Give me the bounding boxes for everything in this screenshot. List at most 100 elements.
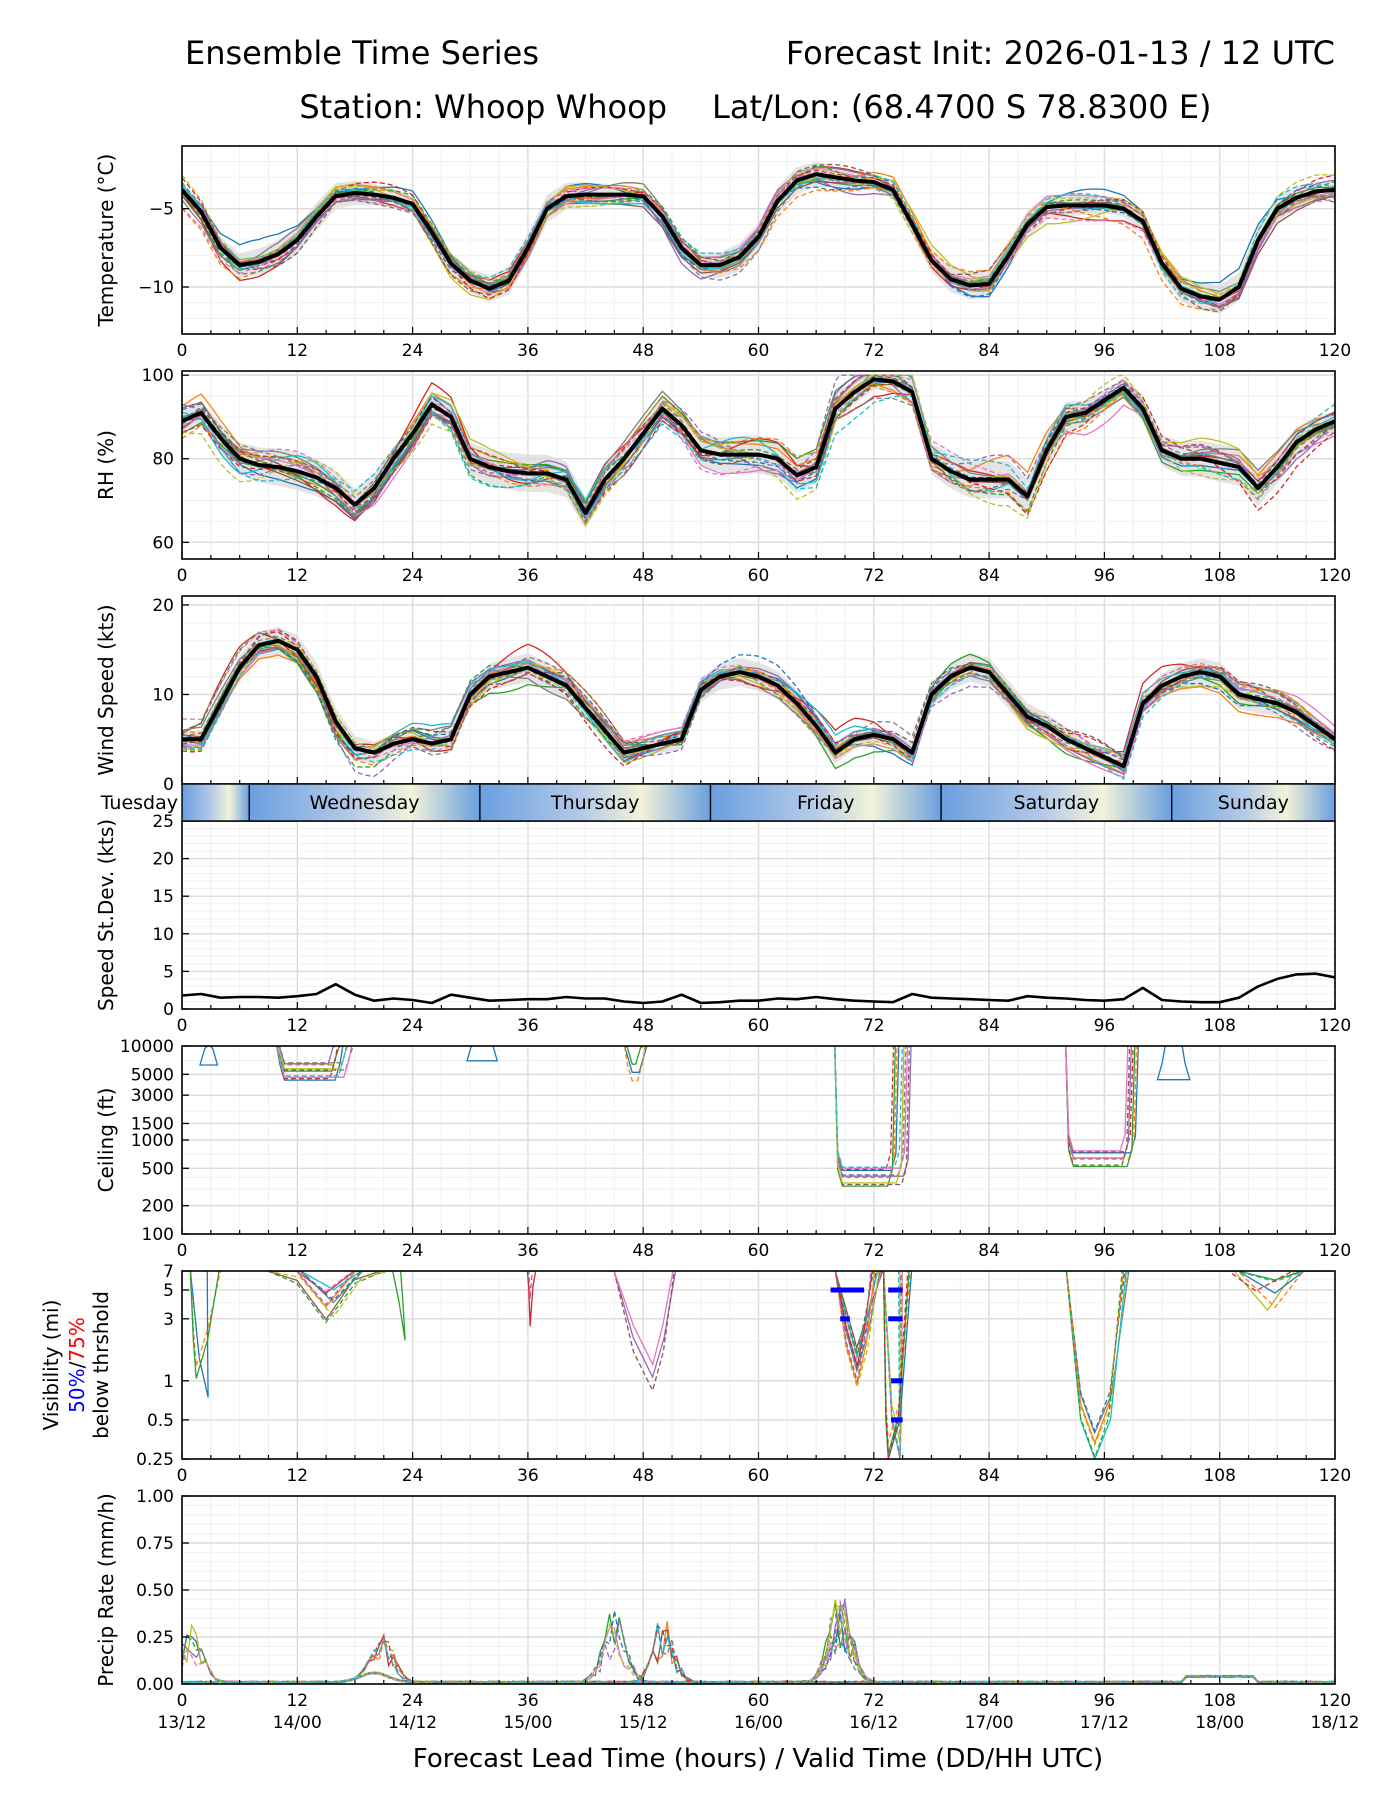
x-tick-label: 36 — [517, 1466, 539, 1486]
x-tick-label: 0 — [177, 1241, 188, 1261]
valid-time-label: 17/12 — [1080, 1713, 1129, 1733]
visibility-member-line — [189, 1271, 209, 1398]
x-tick-label: 96 — [1094, 1691, 1116, 1711]
x-tick-label: 48 — [632, 566, 654, 586]
ensemble-members — [189, 1271, 1335, 1459]
speed-stdev-ylabel: Speed St.Dev. (kts) — [94, 819, 118, 1011]
x-tick-label: 72 — [863, 1466, 885, 1486]
ensemble-mean-line — [182, 172, 1335, 302]
temperature-panel: −10 −5 0 12 24 36 48 60 72 84 96 108 120 Temperature … — [94, 145, 1351, 361]
chart-title: Ensemble Time Series — [185, 34, 539, 72]
x-tick-label: 60 — [748, 341, 770, 361]
x-tick-label: 12 — [286, 1466, 308, 1486]
y-tick-label: 0.50 — [136, 1581, 174, 1601]
day-label: Thursday — [550, 792, 639, 814]
pct-sep: / — [65, 1361, 89, 1368]
x-tick-label: 84 — [978, 1691, 1000, 1711]
x-tick-label: 96 — [1094, 566, 1116, 586]
visibility-member-line — [1201, 1271, 1335, 1283]
day-segment — [710, 784, 942, 821]
ceiling-member-line — [276, 1046, 348, 1077]
y-tick-label: 80 — [152, 450, 174, 470]
ensemble-member-line — [182, 647, 1335, 761]
valid-time-label: 15/00 — [503, 1713, 552, 1733]
visibility-member-line — [1065, 1271, 1125, 1445]
x-tick-label: 48 — [632, 1241, 654, 1261]
x-tick-label: 48 — [632, 1016, 654, 1036]
visibility-member-line — [882, 1271, 909, 1459]
x-tick-label: 84 — [978, 1241, 1000, 1261]
visibility-member-line — [189, 1271, 220, 1379]
x-tick-label: 120 — [1319, 341, 1351, 361]
x-tick-label: 120 — [1319, 1691, 1351, 1711]
ensemble-member-line — [182, 629, 1335, 764]
visibility-member-line — [613, 1271, 675, 1393]
x-tick-label: 108 — [1203, 1016, 1235, 1036]
y-tick-label: 0 — [163, 775, 174, 795]
ceiling-member-line — [834, 1046, 898, 1179]
visibility-member-line — [1065, 1271, 1126, 1434]
ceiling-member-line — [1065, 1046, 1136, 1168]
x-tick-label: 24 — [402, 1691, 424, 1711]
x-tick-label: 36 — [517, 566, 539, 586]
x-tick-label: 108 — [1203, 566, 1235, 586]
x-tick-label: 36 — [517, 341, 539, 361]
valid-time-label: 18/12 — [1311, 1713, 1360, 1733]
y-tick-label: 20 — [152, 850, 174, 870]
ceiling-member-line — [834, 1046, 896, 1187]
wind-speed-panel: 0 10 20 Wind Speed (kts) — [94, 595, 1336, 795]
x-tick-label: 108 — [1203, 1691, 1235, 1711]
y-tick-label: 1.00 — [136, 1487, 174, 1507]
ensemble-member-line — [182, 381, 1335, 523]
day-segment — [941, 784, 1172, 821]
visibility-member-line — [834, 1271, 877, 1371]
precip-panel: 0.00 0.25 0.50 0.75 1.00 0 12 24 36 48 60 72 84 96 108… — [94, 1487, 1360, 1733]
y-tick-label: 1000 — [131, 1131, 174, 1151]
y-tick-label: 5 — [163, 1281, 174, 1301]
y-tick-label: 10 — [152, 925, 174, 945]
x-tick-label: 72 — [863, 1016, 885, 1036]
ensemble-members — [182, 626, 1335, 780]
y-tick-label: 0.00 — [136, 1675, 174, 1695]
ensemble-members — [199, 1046, 1191, 1187]
visibility-member-line — [267, 1271, 385, 1324]
x-tick-label: 60 — [748, 566, 770, 586]
ceiling-member-line — [834, 1046, 895, 1170]
x-tick-label: 60 — [748, 1691, 770, 1711]
ceiling-member-line — [1156, 1046, 1191, 1081]
ceiling-member-line — [276, 1046, 342, 1066]
ceiling-member-line — [624, 1046, 644, 1065]
day-segment — [479, 784, 711, 821]
ensemble-members — [182, 161, 1335, 314]
x-tick-label: 96 — [1094, 1016, 1116, 1036]
x-tick-label: 96 — [1094, 1466, 1116, 1486]
ensemble-mean-line — [182, 377, 1335, 515]
x-tick-label: 0 — [177, 1466, 188, 1486]
y-tick-label: −5 — [149, 200, 174, 220]
ceiling-member-line — [834, 1046, 910, 1186]
visibility-member-line — [882, 1271, 901, 1457]
ceiling-member-line — [1065, 1046, 1131, 1166]
y-tick-label: 5000 — [131, 1065, 174, 1085]
station-name: Station: Whoop Whoop — [299, 88, 667, 126]
x-tick-label: 24 — [402, 341, 424, 361]
visibility-pct-label: 50%/75% — [65, 1317, 89, 1413]
day-label: Sunday — [1218, 792, 1289, 814]
day-label: Saturday — [1014, 792, 1100, 814]
ceiling-member-line — [276, 1046, 339, 1080]
x-tick-label: 60 — [748, 1466, 770, 1486]
y-tick-label: 5 — [163, 962, 174, 982]
ceiling-member-line — [199, 1046, 219, 1066]
x-tick-label: 120 — [1319, 566, 1351, 586]
x-tick-label: 96 — [1094, 341, 1116, 361]
x-tick-label: 12 — [286, 566, 308, 586]
day-segment — [249, 784, 480, 821]
ensemble-mean-line — [182, 638, 1335, 769]
y-tick-label: 10000 — [120, 1037, 174, 1057]
spread-band — [182, 375, 1335, 530]
visibility-member-line — [882, 1271, 911, 1443]
x-tick-label: 120 — [1319, 1466, 1351, 1486]
x-tick-label: 12 — [286, 341, 308, 361]
visibility-member-line — [267, 1271, 380, 1293]
station-latlon: Lat/Lon: (68.4700 S 78.8300 E) — [712, 88, 1212, 126]
